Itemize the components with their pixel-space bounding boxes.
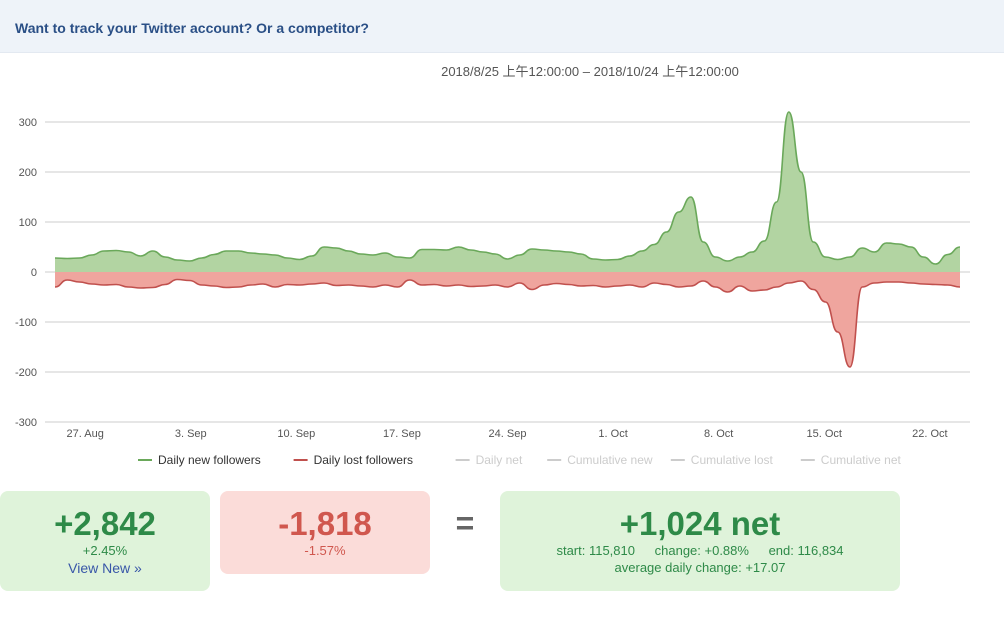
lost-followers-card: -1,818 -1.57% (220, 491, 430, 574)
y-tick-label: 300 (19, 117, 37, 129)
net-change: change: +0.88% (654, 543, 749, 558)
promo-link[interactable]: Want to track your Twitter account? Or a… (15, 20, 369, 36)
legend-item[interactable]: Daily new followers (158, 453, 261, 467)
lost-followers-percent: -1.57% (304, 543, 346, 558)
x-tick-label: 3. Sep (175, 428, 207, 440)
equals-sign: = (455, 505, 475, 541)
y-tick-label: -100 (15, 317, 37, 329)
legend-item[interactable]: Cumulative net (821, 453, 902, 467)
series-line-0 (54, 111, 961, 265)
x-tick-label: 24. Sep (489, 428, 527, 440)
series-area-0 (55, 112, 960, 272)
x-tick-label: 22. Oct (912, 428, 947, 440)
x-tick-label: 1. Oct (598, 428, 627, 440)
legend-item[interactable]: Daily net (476, 453, 523, 467)
new-followers-card: +2,842 +2.45% View New » (0, 491, 210, 591)
series-line-1 (54, 278, 961, 368)
legend-item[interactable]: Cumulative new (567, 453, 653, 467)
y-tick-label: 100 (19, 217, 37, 229)
new-followers-total: +2,842 (54, 505, 156, 542)
promo-banner: Want to track your Twitter account? Or a… (0, 0, 1004, 53)
net-average-daily: average daily change: +17.07 (614, 560, 786, 575)
x-tick-label: 17. Sep (383, 428, 421, 440)
legend-item[interactable]: Daily lost followers (314, 453, 413, 467)
net-end: end: 116,834 (768, 543, 844, 558)
lost-followers-total: -1,818 (278, 505, 372, 542)
view-new-link[interactable]: View New » (68, 560, 142, 576)
y-tick-label: -200 (15, 367, 37, 379)
x-tick-label: 10. Sep (277, 428, 315, 440)
x-tick-label: 27. Aug (67, 428, 104, 440)
new-followers-percent: +2.45% (82, 543, 128, 558)
legend-item[interactable]: Cumulative lost (691, 453, 774, 467)
y-tick-label: 0 (31, 267, 37, 279)
x-tick-label: 15. Oct (807, 428, 842, 440)
x-tick-label: 8. Oct (704, 428, 733, 440)
chart-title: 2018/8/25 上午12:00:00 – 2018/10/24 上午12:0… (441, 64, 739, 79)
net-followers-card: +1,024 net start: 115,810 change: +0.88%… (500, 491, 900, 591)
y-tick-label: 200 (19, 167, 37, 179)
followers-chart: 2018/8/25 上午12:00:00 – 2018/10/24 上午12:0… (15, 64, 970, 467)
net-start: start: 115,810 (556, 543, 635, 558)
net-followers-total: +1,024 net (619, 505, 781, 542)
series-area-1 (55, 272, 960, 367)
net-stats-row: start: 115,810 change: +0.88% end: 116,8… (500, 542, 900, 559)
y-tick-label: -300 (15, 417, 37, 429)
